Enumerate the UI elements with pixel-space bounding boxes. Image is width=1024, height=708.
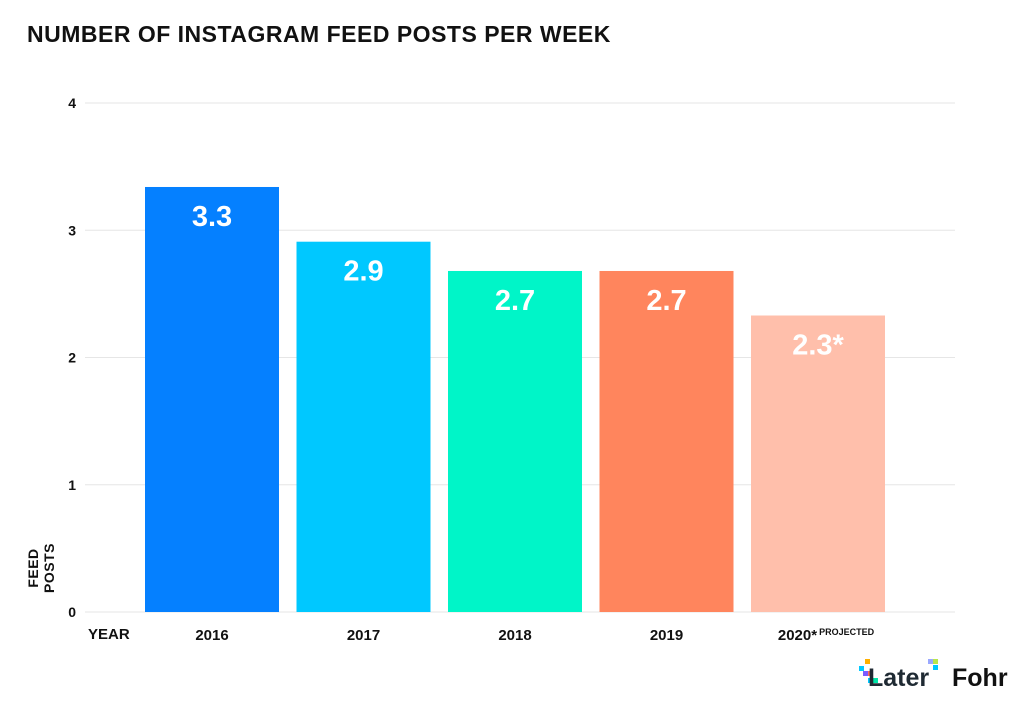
bar-2020 [751, 315, 885, 612]
x-tick-label: 2018 [498, 627, 531, 644]
data-label: 2.7 [646, 285, 686, 317]
data-label: 2.9 [343, 256, 383, 288]
y-tick-label: 1 [68, 477, 76, 493]
later-logo-text: Later [868, 664, 930, 692]
later-logo: Later [859, 659, 938, 693]
bar-2017 [296, 241, 431, 612]
y-tick-label: 4 [68, 95, 76, 111]
y-tick-label: 0 [68, 604, 76, 620]
x-tick-label: 2020* PROJECTED [778, 627, 875, 644]
data-label: 2.3* [792, 330, 844, 362]
x-tick-label: 2016 [195, 627, 228, 644]
x-tick-label: 2019 [650, 627, 683, 644]
data-label: 2.7 [495, 285, 535, 317]
y-tick-label: 2 [68, 350, 76, 366]
bar-2018 [448, 270, 582, 612]
y-tick-label: 3 [68, 222, 76, 238]
projected-note: PROJECTED [819, 627, 875, 637]
y-axis-label: FEED POSTS [25, 543, 57, 593]
bar-2019 [599, 270, 734, 612]
asterisk: * [811, 627, 817, 644]
fohr-logo: Fohr [952, 664, 1008, 692]
data-label: 3.3 [192, 201, 232, 233]
bar-2016 [145, 186, 279, 613]
x-axis-label: YEAR [88, 626, 130, 643]
later-logo-pixels-icon [859, 659, 938, 683]
x-tick-label: 2017 [347, 627, 380, 644]
chart-title: NUMBER OF INSTAGRAM FEED POSTS PER WEEK [27, 21, 611, 47]
